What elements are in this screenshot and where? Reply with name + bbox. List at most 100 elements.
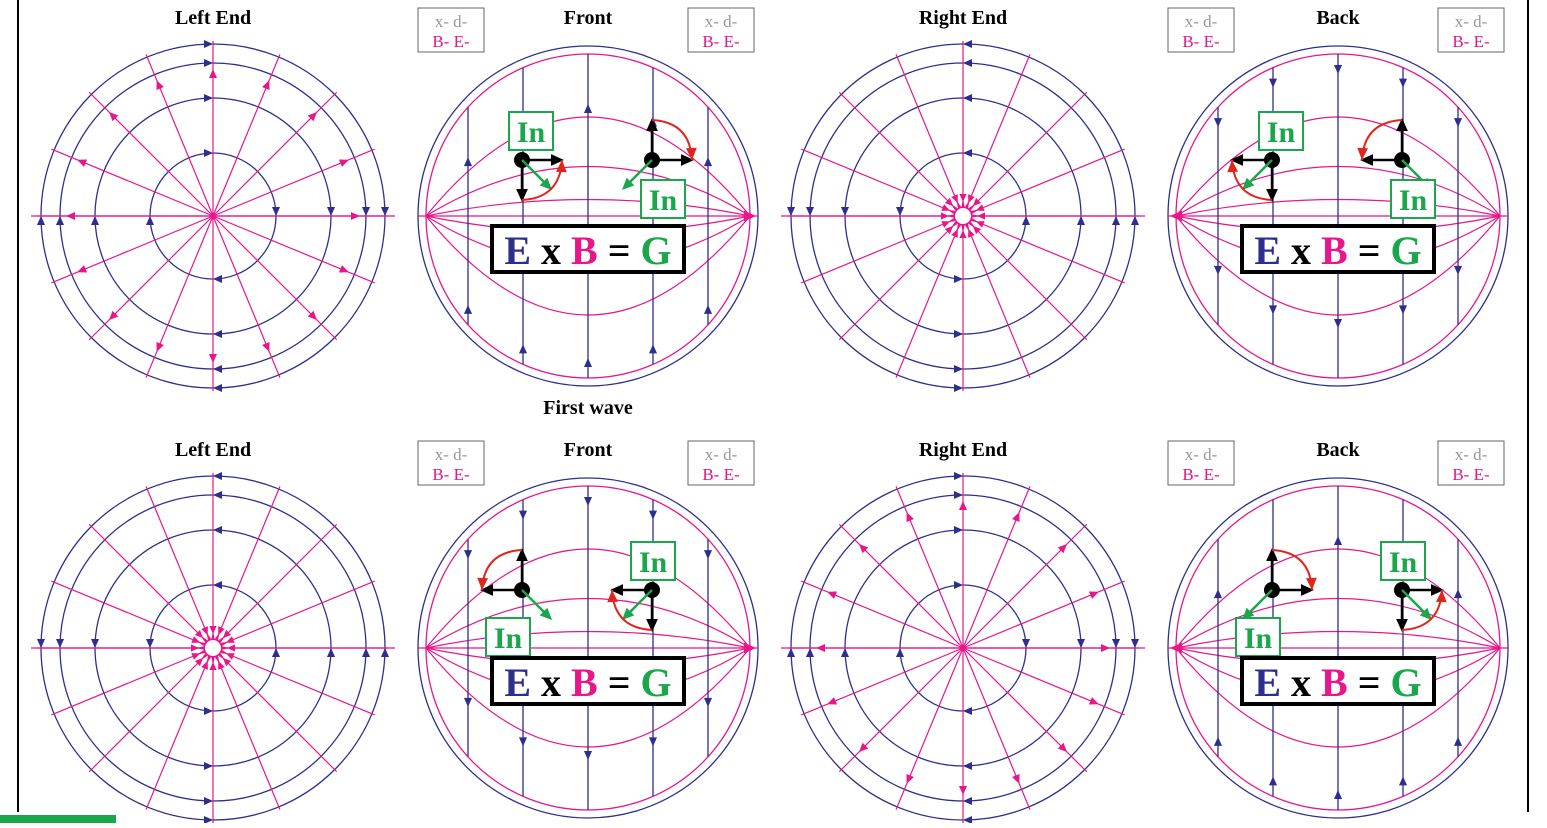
gravity-vector-line [627, 159, 653, 185]
electric-line-arrow [463, 550, 473, 560]
particle-vector-group [1227, 152, 1280, 202]
panel-title-back: Back [1316, 439, 1360, 461]
panel-title-left-end: Left End [175, 7, 251, 29]
rotation-arc [1271, 549, 1313, 591]
magnetic-radial-line [212, 580, 375, 649]
in-label-box: In [1258, 111, 1304, 151]
vector-arrowhead [610, 584, 623, 596]
rotation-arc [481, 549, 523, 591]
electric-ring-arrow [380, 648, 390, 657]
equation-text: E x B = G [504, 228, 671, 273]
legend-line-fields: B- E- [1452, 465, 1490, 484]
electric-line-arrow [703, 304, 713, 314]
magnetic-radial-arrow [109, 112, 119, 122]
legend-line-fields: B- E- [1182, 465, 1220, 484]
magnetic-radial-line [962, 215, 1088, 341]
electric-line-arrow [1398, 305, 1408, 315]
magnetic-radial-line [51, 647, 214, 716]
magnetic-radial-arrow [307, 310, 317, 320]
electric-line-arrow [1398, 78, 1408, 88]
center-point [211, 214, 215, 218]
magnetic-radial-arrow [958, 501, 968, 510]
magnetic-radial-line [212, 647, 338, 773]
electric-line-arrow [648, 737, 658, 747]
magnetic-radial-line [145, 54, 214, 217]
magnetic-radial-arrow [975, 204, 985, 211]
magnetic-radial-arrow [951, 194, 958, 204]
magnetic-radial-arrow [218, 626, 225, 636]
particle-vector-group [1242, 548, 1317, 620]
magnetic-radial-arrow [156, 341, 164, 352]
particle-vector-group [607, 582, 660, 632]
electric-line-arrow [463, 304, 473, 314]
center-burst-core [205, 640, 221, 656]
magnetic-radial-arrow [959, 194, 967, 202]
legend-right: x- d-B- E- [1437, 7, 1505, 53]
particle-vector-group [514, 152, 567, 202]
electric-line-arrow [1453, 736, 1463, 746]
vector-arrowhead [1396, 619, 1408, 632]
electric-ring-arrow [1076, 216, 1086, 225]
equation-box: E x B = G [490, 656, 686, 706]
end-view-right [781, 471, 1145, 825]
panel-title-right-end: Right End [919, 439, 1007, 461]
magnetic-radial-arrow [1057, 742, 1067, 752]
magnetic-radial-line [962, 647, 1088, 773]
legend-right: x- d-B- E- [1437, 440, 1505, 486]
equation-box: E x B = G [1240, 656, 1436, 706]
electric-ring-arrow [963, 796, 972, 806]
vector-arrowhead [516, 548, 528, 561]
magnetic-radial-arrow [906, 773, 914, 784]
magnetic-radial-line [212, 91, 338, 217]
in-label-text: In [639, 546, 668, 579]
electric-ring-arrow [204, 796, 213, 806]
electric-ring-arrow [213, 383, 222, 393]
electric-line-arrow [1333, 536, 1343, 545]
magnetic-radial-arrow [209, 662, 217, 670]
magnetic-radial-arrow [201, 626, 208, 636]
electric-ring-arrow [1076, 639, 1086, 648]
legend-left: x- d-B- E- [1167, 440, 1235, 486]
electric-ring-arrow [213, 274, 222, 284]
magnetic-radial-arrow [1088, 697, 1099, 705]
electric-line-arrow [648, 344, 658, 354]
electric-ring-arrow [213, 525, 222, 535]
electric-ring-arrow [840, 648, 850, 657]
magnetic-radial-line [895, 647, 964, 810]
green-progress-bar [0, 815, 116, 823]
electric-line-arrow [703, 697, 713, 707]
rotation-arc [1361, 119, 1403, 161]
magnetic-radial-line [962, 215, 1031, 378]
legend-line-direction: x- d- [435, 445, 468, 464]
vector-arrowhead [1266, 189, 1278, 202]
legend-left: x- d-B- E- [1167, 7, 1235, 53]
equation-G-symbol: G [1381, 660, 1422, 705]
electric-ring-arrow [204, 93, 213, 103]
magnetic-radial-arrow [941, 221, 951, 228]
electric-line-arrow [463, 697, 473, 707]
magnetic-radial-line [212, 523, 338, 649]
magnetic-radial-arrow [941, 204, 951, 211]
gravity-vector-line [521, 589, 547, 615]
magnetic-radial-line [895, 486, 964, 649]
equation-B-symbol: B [561, 660, 598, 705]
electric-line-arrow [1453, 265, 1463, 275]
rotation-arrowhead [607, 590, 619, 603]
equation-B-symbol: B [1311, 228, 1348, 273]
gravity-vector-arrowhead [1242, 607, 1255, 620]
electric-ring-arrow [954, 274, 963, 284]
electric-ring-arrow [36, 216, 46, 225]
legend-box [417, 440, 485, 486]
electric-ring-arrow [954, 580, 963, 590]
magnetic-radial-line [838, 523, 964, 649]
electric-line-arrow [703, 550, 713, 560]
in-label-box: In [640, 179, 686, 219]
magnetic-radial-arrow [208, 354, 218, 363]
electric-line-arrow [1333, 319, 1343, 328]
rotation-arrowhead [1435, 590, 1447, 603]
equation-equals-symbol: = [598, 660, 631, 705]
magnetic-radial-arrow [262, 80, 270, 91]
gravity-vector-arrowhead [622, 177, 635, 190]
